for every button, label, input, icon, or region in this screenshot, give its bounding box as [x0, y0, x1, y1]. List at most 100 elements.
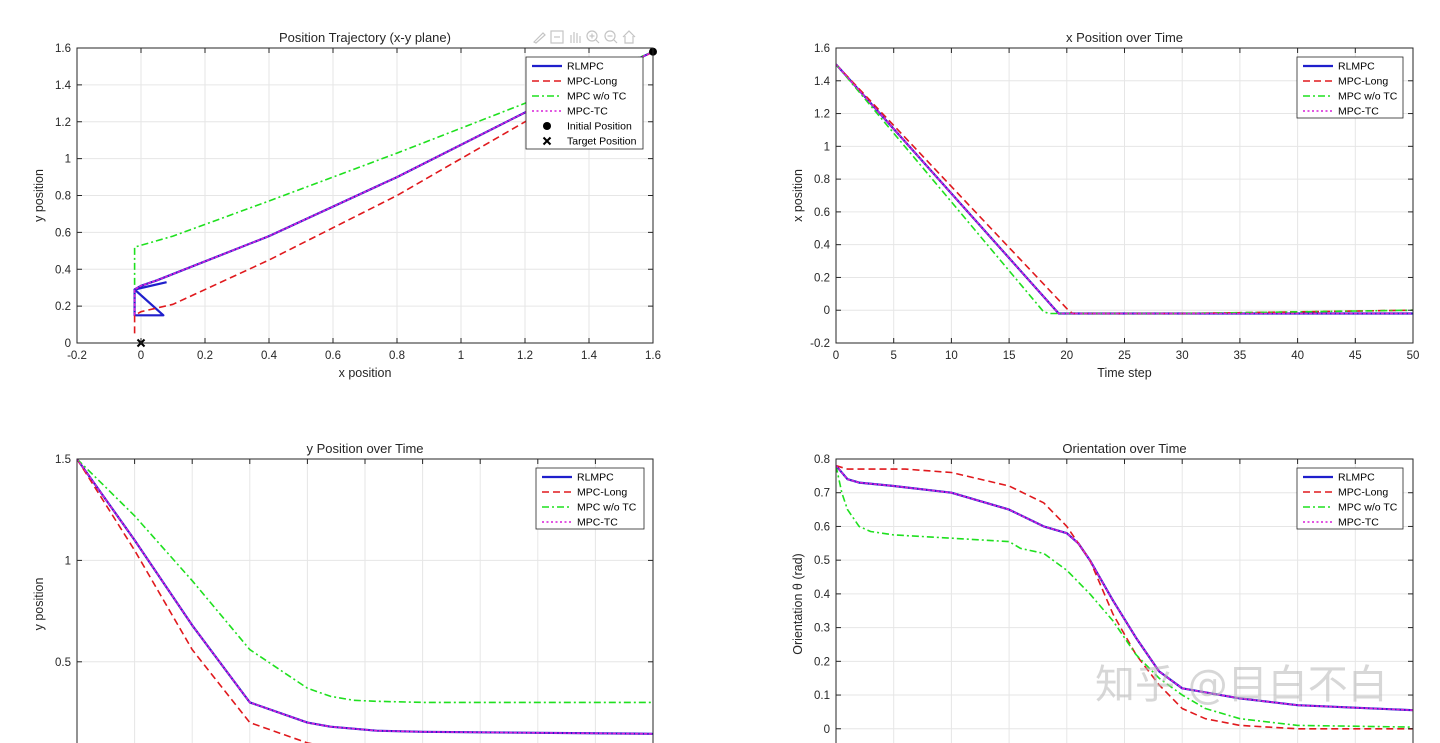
- axes: [76, 458, 654, 743]
- legend-swatch: [543, 122, 551, 130]
- y-tick-label: 0.2: [814, 656, 830, 668]
- series-mpc-tc: [133, 50, 653, 317]
- zoom-in-icon[interactable]: [586, 30, 600, 44]
- axes: [835, 458, 1414, 743]
- y-tick-label: 0: [65, 338, 71, 350]
- legend-item-mpc-long: MPC-Long: [1303, 487, 1388, 499]
- home-icon[interactable]: [622, 30, 636, 44]
- y-tick-label: 0.2: [814, 272, 830, 284]
- chart-position-trajectory-x-y-plane: -0.2 0 0.2 0.4 0.6 0.8 1 1.2 1.4 1.600.20.40.60.8…: [32, 30, 661, 380]
- legend-item-mpc-long: MPC-Long: [542, 487, 627, 499]
- legend-label: MPC-TC: [577, 517, 618, 529]
- legend-item-initial-position: Initial Position: [543, 121, 632, 133]
- datatip-icon[interactable]: [550, 30, 564, 44]
- legend: RLMPC MPC-Long MPC w/o TC MPC-TC: [1296, 56, 1404, 119]
- legend-item-mpc-tc: MPC-TC: [1303, 517, 1379, 529]
- x-tick-label: 45: [1349, 350, 1362, 362]
- y-tick-label: 1.2: [55, 117, 71, 129]
- y-tick-label: 0.8: [814, 454, 830, 466]
- legend-label: MPC-TC: [567, 106, 608, 118]
- legend-item-target-position: Target Position: [542, 136, 637, 148]
- y-tick-label: 0.6: [814, 207, 830, 219]
- legend-label: MPC w/o TC: [1338, 502, 1398, 514]
- legend-item-mpc-w-o-tc: MPC w/o TC: [1303, 91, 1398, 103]
- legend-label: MPC-TC: [1338, 517, 1379, 529]
- x-tick-label: 1: [458, 350, 464, 362]
- x-tick-label: 0.6: [325, 350, 341, 362]
- y-tick-label: 0.6: [814, 521, 830, 533]
- legend-label: RLMPC: [567, 61, 604, 73]
- legend-item-rlmpc: RLMPC: [1303, 61, 1375, 73]
- y-tick-label: 1: [65, 555, 71, 567]
- legend-label: RLMPC: [577, 472, 614, 484]
- y-tick-label: 1: [824, 141, 830, 153]
- series-mpc-tc: [836, 464, 1413, 712]
- legend-item-mpc-tc: MPC-TC: [1303, 106, 1379, 118]
- series-mpc-w-o-tc: [77, 459, 653, 704]
- chart-title: y Position over Time: [306, 441, 423, 456]
- brush-icon[interactable]: [532, 32, 546, 44]
- legend-item-mpc-w-o-tc: MPC w/o TC: [1303, 502, 1398, 514]
- legend-label: Target Position: [567, 136, 637, 148]
- series-mpc-w-o-tc: [133, 50, 653, 288]
- x-tick-label: 1.4: [581, 350, 598, 362]
- legend-item-mpc-tc: MPC-TC: [532, 106, 608, 118]
- legend-label: MPC-Long: [577, 487, 627, 499]
- axes: [76, 47, 654, 344]
- y-tick-label: -0.2: [810, 338, 830, 350]
- x-tick-label: 25: [1118, 350, 1131, 362]
- y-tick-label: 1.6: [814, 43, 830, 55]
- y-tick-label: 0.8: [814, 174, 830, 186]
- y-tick-label: 0.5: [55, 657, 71, 669]
- chart-orientation-over-time: 0 0.1 0.2 0.3 0.4 0.5 0.6 0.7 0.8 Orientation ove…: [791, 441, 1414, 743]
- series-mpc-long: [77, 459, 313, 743]
- legend-label: MPC-Long: [567, 76, 617, 88]
- legend-item-mpc-w-o-tc: MPC w/o TC: [542, 502, 637, 514]
- y-tick-label: 0.7: [814, 488, 830, 500]
- x-tick-label: 30: [1176, 350, 1189, 362]
- y-axis-label: y position: [32, 578, 46, 631]
- y-tick-label: 0.6: [55, 227, 71, 239]
- x-tick-label: 40: [1291, 350, 1304, 362]
- y-tick-label: 0.2: [55, 301, 71, 313]
- x-axis-label: Time step: [1097, 366, 1151, 380]
- y-tick-label: 1.5: [55, 454, 71, 466]
- legend-item-rlmpc: RLMPC: [542, 472, 614, 484]
- x-tick-label: 0: [138, 350, 144, 362]
- legend: RLMPC MPC-Long MPC w/o TC MPC-TC: [535, 467, 645, 530]
- watermark: 知乎 @目白不白: [1095, 662, 1388, 708]
- legend-label: MPC-Long: [1338, 487, 1388, 499]
- zoom-out-icon[interactable]: [604, 30, 618, 44]
- series-mpc-w-o-tc: [836, 465, 1413, 728]
- y-tick-label: 0.4: [55, 264, 72, 276]
- legend-label: MPC w/o TC: [567, 91, 627, 103]
- chart-title: x Position over Time: [1066, 30, 1183, 45]
- axes: [835, 47, 1414, 344]
- legend-item-mpc-long: MPC-Long: [1303, 76, 1388, 88]
- y-axis-label: y position: [32, 169, 46, 222]
- x-tick-label: 0.2: [197, 350, 213, 362]
- legend-label: MPC w/o TC: [1338, 91, 1398, 103]
- legend-item-mpc-tc: MPC-TC: [542, 517, 618, 529]
- pan-icon[interactable]: [570, 32, 581, 43]
- y-tick-label: 1: [65, 154, 71, 166]
- x-tick-label: 0: [833, 350, 839, 362]
- legend-item-rlmpc: RLMPC: [532, 61, 604, 73]
- y-tick-label: 0.8: [55, 191, 71, 203]
- x-axis-label: x position: [339, 366, 392, 380]
- x-tick-label: 50: [1407, 350, 1420, 362]
- y-tick-label: 0.3: [814, 623, 830, 635]
- y-tick-label: 0.4: [814, 589, 831, 601]
- y-tick-label: 1.4: [55, 80, 72, 92]
- y-axis-label: Orientation θ (rad): [791, 553, 805, 654]
- y-tick-label: 0.4: [814, 240, 831, 252]
- x-tick-label: 1.2: [517, 350, 533, 362]
- legend-item-rlmpc: RLMPC: [1303, 472, 1375, 484]
- y-tick-label: 1.4: [814, 76, 831, 88]
- legend-swatch: [542, 136, 552, 146]
- axes-toolbar[interactable]: [532, 30, 636, 44]
- series-mpc-tc: [77, 459, 653, 735]
- y-axis-label: x position: [791, 169, 805, 222]
- y-tick-label: 1.6: [55, 43, 71, 55]
